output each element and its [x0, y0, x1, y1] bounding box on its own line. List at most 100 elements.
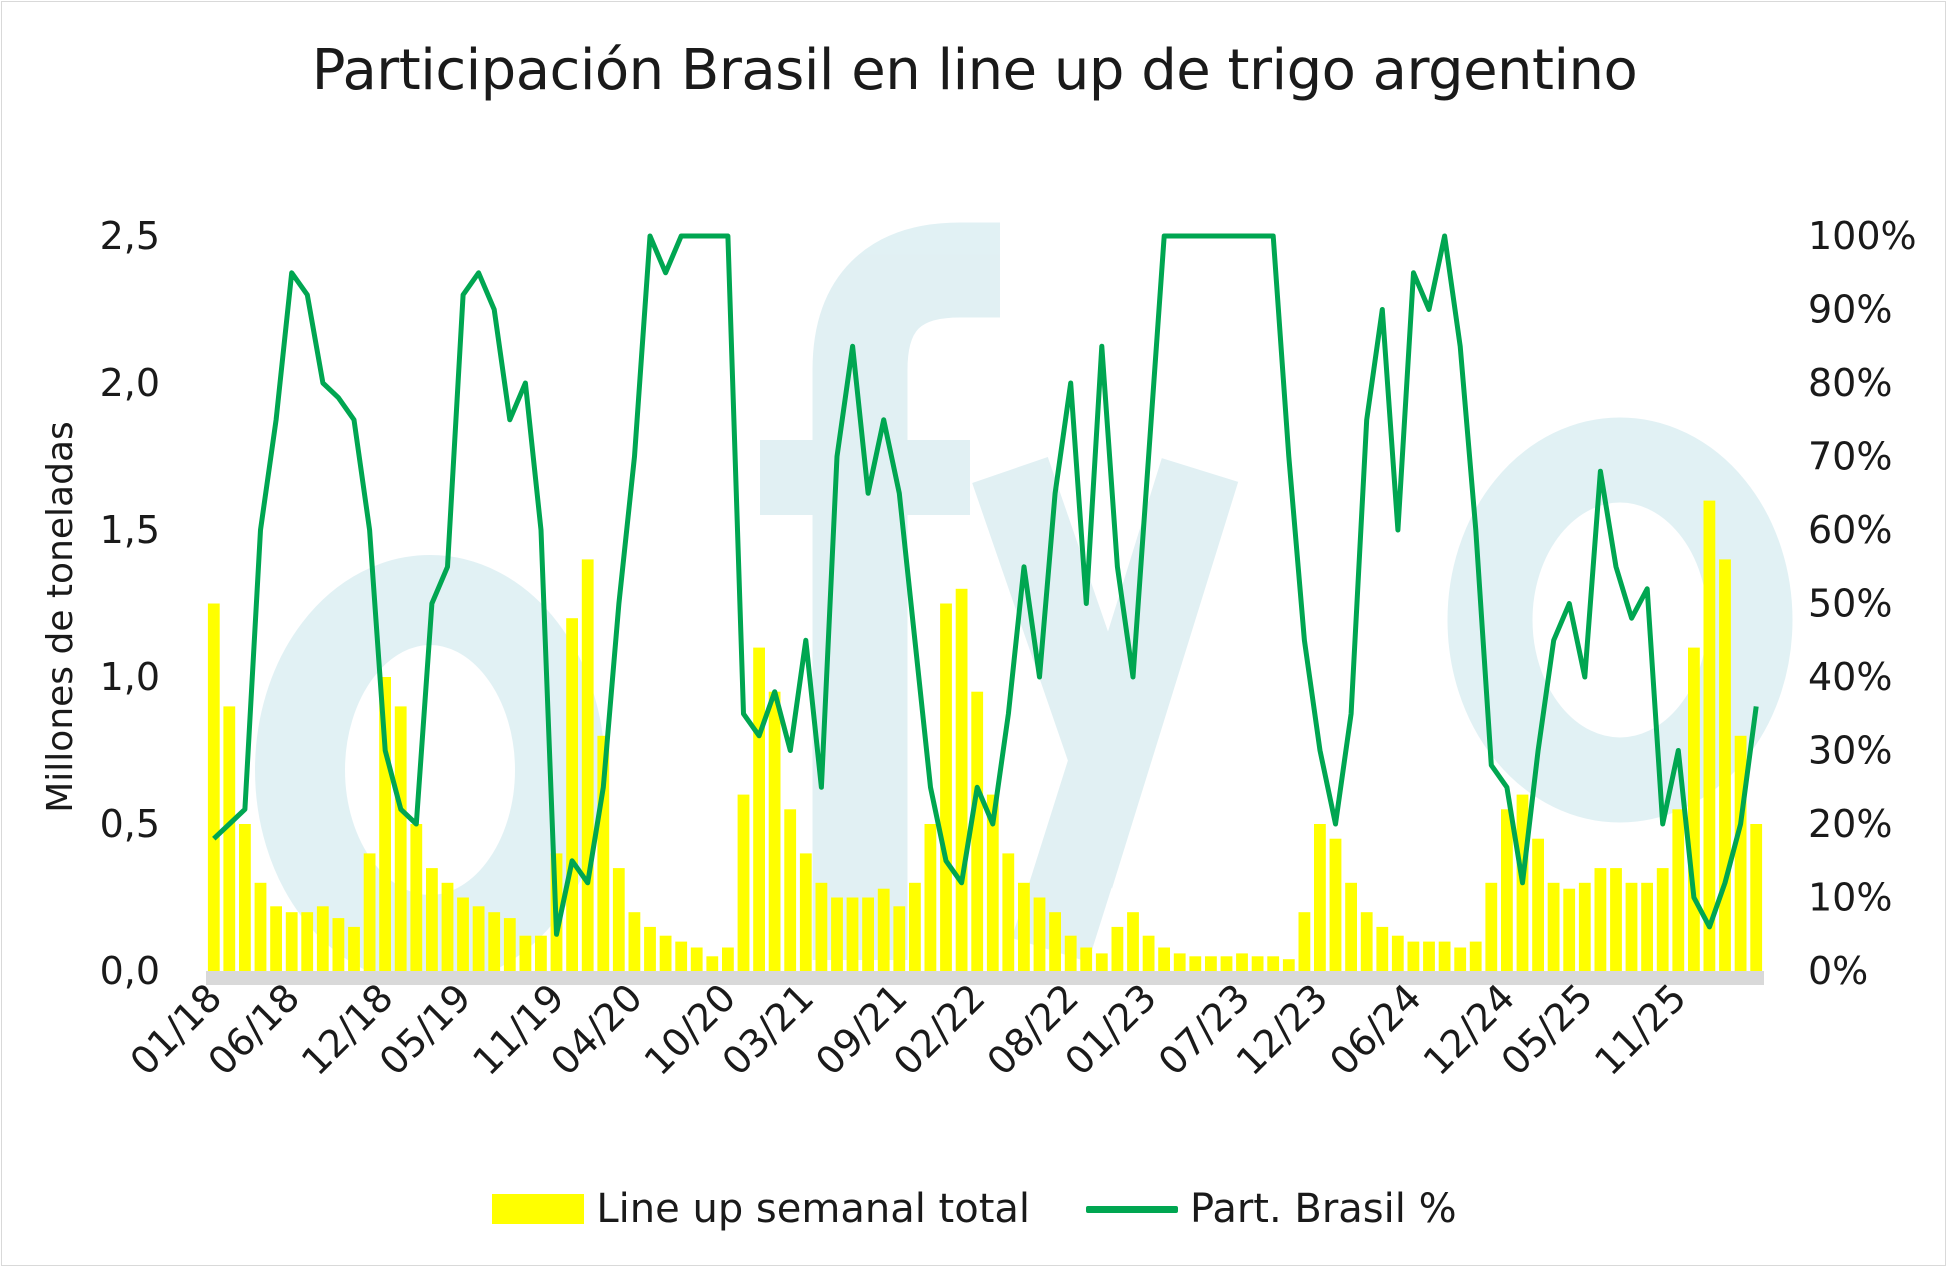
y2-tick-label: 0% — [1808, 949, 1868, 993]
y2-tick-label: 90% — [1808, 288, 1892, 332]
bar-01-20 — [581, 559, 594, 971]
bar-03-25 — [1547, 882, 1560, 971]
bar-10-25 — [1656, 868, 1669, 971]
legend-label-line: Part. Brasil % — [1190, 1186, 1457, 1232]
bar-08-20 — [690, 947, 703, 971]
y2-tick-label: 10% — [1808, 876, 1892, 920]
watermark-y — [972, 456, 1239, 963]
bar-06-24 — [1407, 941, 1420, 971]
bar-05-18 — [270, 906, 282, 971]
bar-10-18 — [348, 926, 360, 971]
bar-09-20 — [706, 956, 719, 971]
bar-05-24 — [1391, 935, 1404, 971]
bar-06-18 — [285, 912, 298, 971]
bar-09-25 — [1641, 882, 1653, 971]
bar-07-22 — [1049, 912, 1061, 971]
bar-09-18 — [332, 918, 345, 971]
bar-06-19 — [472, 906, 485, 971]
x-tick-label: 05/25 — [1493, 975, 1602, 1084]
bar-03-19 — [426, 868, 438, 971]
bar-04-22 — [1002, 853, 1015, 971]
bar-02-26 — [1719, 559, 1731, 971]
bar-06-22 — [1033, 897, 1046, 971]
bar-01-26 — [1703, 500, 1716, 971]
x-axis-band — [206, 971, 1764, 985]
bar-02-25 — [1532, 838, 1544, 971]
bar-09-24 — [1454, 947, 1467, 971]
bar-03-23 — [1173, 953, 1186, 971]
legend: Line up semanal total Part. Brasil % — [0, 1186, 1949, 1232]
bar-04-24 — [1376, 926, 1389, 971]
x-tick-label: 06/24 — [1321, 975, 1430, 1084]
bar-07-25 — [1610, 868, 1622, 971]
watermark-o2 — [1447, 417, 1793, 823]
bar-03-21 — [799, 853, 812, 971]
bar-11-25 — [1672, 809, 1685, 971]
bar-10-22 — [1095, 953, 1108, 971]
bar-03-22 — [986, 794, 999, 971]
bar-11-18 — [363, 853, 376, 971]
bar-10-21 — [909, 882, 921, 971]
bar-04-20 — [628, 912, 641, 971]
bar-11-20 — [737, 794, 750, 971]
legend-item-bars[interactable]: Line up semanal total — [492, 1186, 1030, 1232]
bar-02-19 — [410, 824, 423, 971]
bar-08-21 — [877, 888, 890, 971]
bar-04-25 — [1563, 888, 1576, 971]
bar-01-23 — [1142, 935, 1155, 971]
x-axis: 01/1806/1812/1805/1911/1904/2010/2003/21… — [122, 975, 1695, 1084]
bar-08-23 — [1251, 956, 1264, 971]
y-tick-label: 0,5 — [100, 802, 160, 846]
bar-01-18 — [207, 603, 220, 971]
bar-12-23 — [1314, 824, 1326, 971]
y2-tick-label: 60% — [1808, 508, 1892, 552]
bar-07-19 — [488, 912, 501, 971]
bar-05-21 — [831, 897, 843, 971]
bar-04-26 — [1750, 824, 1763, 971]
bar-09-22 — [1080, 947, 1093, 971]
bar-10-24 — [1469, 941, 1482, 971]
y-tick-label: 1,5 — [100, 508, 160, 552]
bar-07-23 — [1236, 953, 1248, 971]
watermark-f — [812, 222, 1000, 960]
bar-07-24 — [1423, 941, 1435, 971]
y-tick-label: 2,5 — [100, 214, 160, 258]
bar-09-19 — [519, 935, 532, 971]
bar-02-23 — [1158, 947, 1170, 971]
y2-tick-label: 40% — [1808, 655, 1892, 699]
bar-01-21 — [768, 691, 781, 971]
legend-item-line[interactable]: Part. Brasil % — [1086, 1186, 1457, 1232]
bar-03-20 — [612, 868, 625, 971]
legend-swatch-line — [1086, 1205, 1179, 1213]
bar-12-18 — [379, 677, 391, 971]
y2-tick-label: 30% — [1808, 729, 1892, 773]
bar-05-20 — [644, 926, 656, 971]
chart-title: Participación Brasil en line up de trigo… — [311, 38, 1638, 103]
bar-10-19 — [535, 935, 547, 971]
bar-series-line-up — [207, 500, 1763, 971]
legend-label-bars: Line up semanal total — [596, 1186, 1031, 1232]
x-tick-label: 01/23 — [1056, 975, 1165, 1084]
y2-tick-label: 100% — [1808, 214, 1917, 258]
bar-07-21 — [862, 897, 874, 971]
line-series-part-brasil — [212, 233, 1759, 937]
y-axis-right: 0% 10% 20% 30% 40% 50% 60% 70% 80% 90% 100% — [1808, 214, 1917, 993]
bar-12-24 — [1501, 809, 1513, 971]
bar-08-25 — [1625, 882, 1638, 971]
bar-12-21 — [940, 603, 952, 971]
bar-06-21 — [846, 897, 859, 971]
bar-01-19 — [394, 706, 407, 971]
bar-10-20 — [722, 947, 734, 971]
bar-10-23 — [1282, 959, 1295, 971]
bar-11-22 — [1111, 926, 1124, 971]
bar-01-22 — [955, 588, 968, 971]
x-tick-label: 11/25 — [1586, 975, 1695, 1084]
bar-03-18 — [239, 824, 251, 971]
bar-08-24 — [1438, 941, 1451, 971]
x-tick-label: 04/20 — [542, 975, 651, 1084]
bar-06-23 — [1220, 956, 1233, 971]
bar-12-19 — [566, 618, 578, 971]
bar-11-23 — [1298, 912, 1311, 971]
y2-tick-label: 80% — [1808, 361, 1892, 405]
